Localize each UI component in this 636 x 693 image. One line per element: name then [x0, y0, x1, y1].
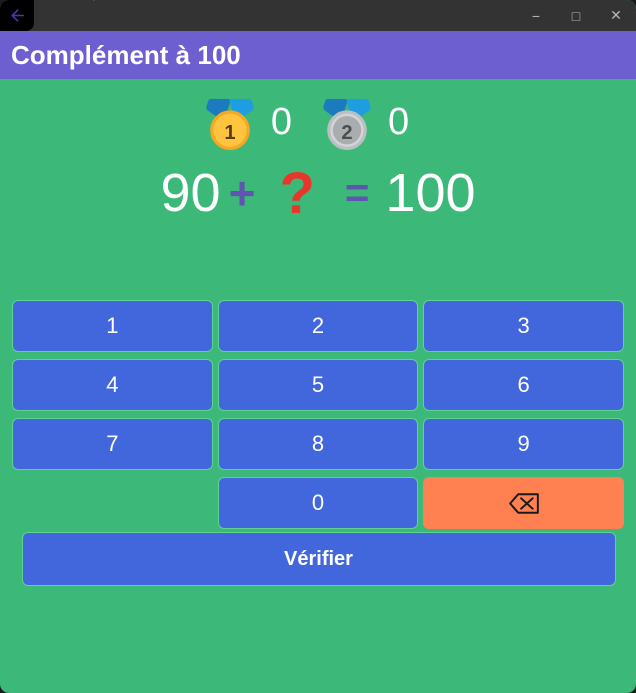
svg-text:2: 2 [341, 122, 352, 144]
svg-text:1: 1 [224, 122, 235, 144]
